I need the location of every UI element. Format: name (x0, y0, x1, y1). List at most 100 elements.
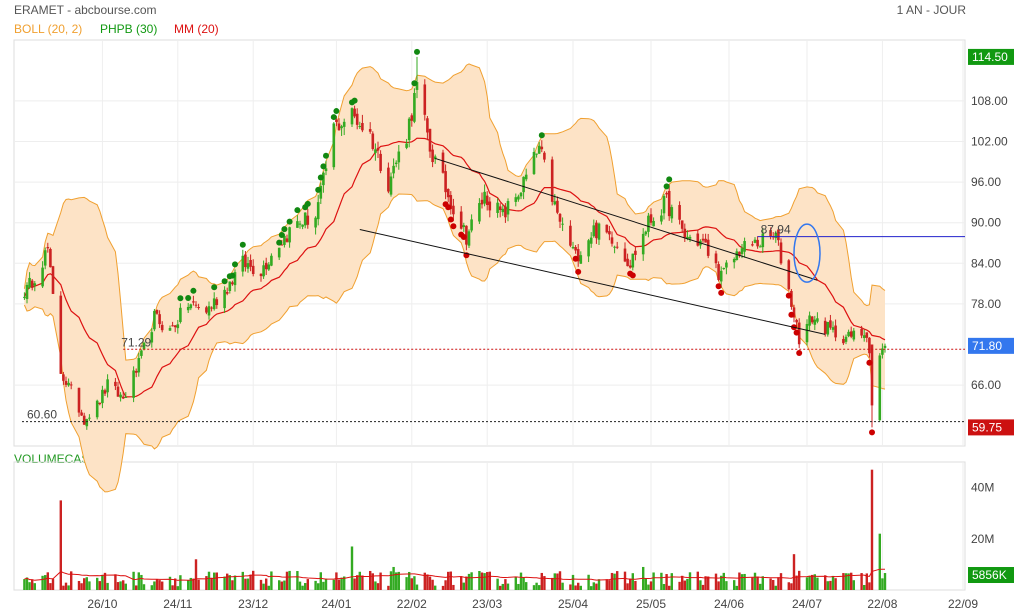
volume-bar (262, 583, 265, 590)
candle-body (571, 246, 575, 249)
phpb-high-dot (411, 80, 418, 87)
candle-body (446, 188, 450, 198)
candle-body (41, 267, 44, 287)
volume-bar (811, 574, 814, 590)
candle-body (795, 319, 798, 323)
volume-bar (140, 574, 143, 590)
legend-boll[interactable]: BOLL (20, 2) (14, 22, 83, 36)
volume-bar (244, 578, 247, 590)
volume-bar (707, 576, 710, 590)
volume-bar (569, 584, 572, 590)
volume-bar (610, 572, 614, 590)
legend-phpb[interactable]: PHPB (30) (100, 22, 158, 36)
volume-bar (387, 585, 390, 590)
candle-body (501, 208, 505, 213)
candle-body (192, 301, 195, 303)
volume-bar (701, 584, 705, 590)
candle-body (626, 258, 629, 267)
candle-body (623, 248, 627, 262)
period-label[interactable]: 1 AN - JOUR (896, 3, 966, 17)
volume-bar (444, 580, 447, 590)
phpb-low-dot (460, 233, 467, 240)
volume-bar (176, 586, 179, 590)
candle-body (883, 345, 887, 348)
phpb-high-dot (320, 163, 327, 170)
candle-body (301, 224, 304, 227)
candle-body (829, 320, 832, 328)
volume-bar (187, 580, 190, 590)
legend-mm[interactable]: MM (20) (174, 22, 219, 36)
price-tick-label: 102.00 (971, 135, 1008, 149)
volume-bar (634, 580, 637, 590)
candle-body (350, 108, 354, 125)
phpb-high-dot (190, 287, 197, 294)
volume-bar (774, 585, 777, 590)
volume-bar (488, 571, 491, 590)
volume-bar (860, 573, 863, 590)
candle-body (433, 156, 437, 160)
volume-bar (431, 579, 434, 590)
x-tick-label: 24/01 (321, 597, 351, 611)
volume-bar (194, 559, 198, 590)
volume-bar (847, 573, 850, 590)
volume-bar (426, 574, 429, 590)
candle-body (306, 215, 310, 225)
candle-body (355, 113, 359, 125)
candle-body (556, 200, 559, 213)
candle-body (389, 176, 393, 195)
candle-body (259, 273, 263, 277)
candle-body (758, 246, 762, 248)
candle-body (792, 307, 796, 318)
volume-bar (168, 576, 172, 590)
volume-bar (223, 576, 226, 590)
candle-body (103, 390, 107, 394)
volume-bar (870, 469, 874, 590)
candle-body (753, 239, 757, 243)
phpb-low-dot (866, 359, 873, 366)
volume-bar (314, 580, 317, 590)
candle-body (124, 396, 128, 398)
volume-bar (499, 585, 502, 590)
phpb-low-dot (450, 223, 457, 230)
candle-body (680, 220, 684, 229)
volume-bar (304, 583, 307, 590)
volume-bar (452, 584, 455, 590)
candle-body (264, 262, 268, 270)
volume-bar (551, 577, 554, 590)
volume-bars (23, 469, 887, 590)
volume-bar (280, 581, 283, 590)
candle-body (696, 233, 700, 246)
candle-body (605, 224, 609, 233)
candle-body (277, 247, 281, 258)
annotation-87-94: 87.94 (761, 223, 791, 237)
volume-bar (119, 581, 122, 590)
candle-body (374, 149, 377, 154)
volume-bar (525, 582, 528, 590)
volume-bar (413, 576, 416, 590)
volume-bar (532, 585, 536, 590)
volume-bar (124, 583, 127, 590)
candle-body (860, 328, 863, 336)
phpb-high-dot (221, 278, 228, 285)
candle-body (537, 145, 541, 154)
volume-bar (480, 572, 484, 590)
volume-bar (192, 578, 195, 590)
volume-bar (558, 571, 562, 590)
volume-bar (574, 585, 577, 590)
volume-bar (790, 583, 793, 590)
volume-bar (135, 585, 138, 590)
annotations: 71.29 60.60 87.94 (22, 223, 965, 423)
volume-bar (501, 583, 504, 590)
candle-body (228, 281, 232, 292)
candle-body (641, 233, 645, 255)
volume-bar (826, 581, 829, 590)
candle-body (337, 123, 341, 131)
candle-body (121, 396, 125, 399)
volume-bar (415, 584, 419, 590)
annotation-60-60: 60.60 (27, 408, 57, 422)
volume-bar (590, 586, 593, 590)
volume-bar (96, 577, 99, 590)
volume-bar (652, 572, 655, 590)
candle-body (397, 151, 401, 163)
